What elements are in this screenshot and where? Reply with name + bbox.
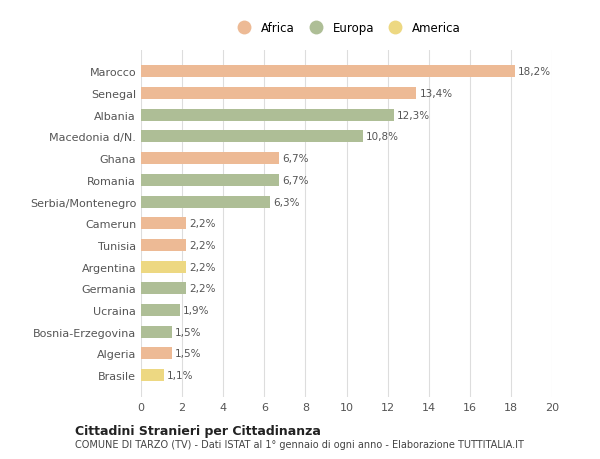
Bar bbox=[141, 348, 172, 360]
Bar bbox=[141, 369, 164, 381]
Text: 1,1%: 1,1% bbox=[167, 370, 193, 381]
Bar bbox=[141, 153, 278, 165]
Text: Cittadini Stranieri per Cittadinanza: Cittadini Stranieri per Cittadinanza bbox=[75, 424, 321, 437]
Text: 6,3%: 6,3% bbox=[274, 197, 300, 207]
Text: 2,2%: 2,2% bbox=[189, 262, 216, 272]
Bar bbox=[141, 283, 186, 295]
Bar bbox=[141, 88, 416, 100]
Bar bbox=[141, 304, 180, 316]
Bar bbox=[141, 66, 515, 78]
Text: 13,4%: 13,4% bbox=[419, 89, 452, 99]
Text: 1,5%: 1,5% bbox=[175, 327, 202, 337]
Bar bbox=[141, 131, 363, 143]
Bar bbox=[141, 110, 394, 122]
Bar bbox=[141, 240, 186, 252]
Bar bbox=[141, 261, 186, 273]
Text: 2,2%: 2,2% bbox=[189, 284, 216, 294]
Legend: Africa, Europa, America: Africa, Europa, America bbox=[229, 18, 464, 38]
Text: 18,2%: 18,2% bbox=[518, 67, 551, 77]
Bar bbox=[141, 174, 278, 186]
Bar bbox=[141, 218, 186, 230]
Bar bbox=[141, 326, 172, 338]
Text: 2,2%: 2,2% bbox=[189, 219, 216, 229]
Bar bbox=[141, 196, 271, 208]
Text: COMUNE DI TARZO (TV) - Dati ISTAT al 1° gennaio di ogni anno - Elaborazione TUTT: COMUNE DI TARZO (TV) - Dati ISTAT al 1° … bbox=[75, 440, 524, 449]
Text: 1,5%: 1,5% bbox=[175, 349, 202, 358]
Text: 1,9%: 1,9% bbox=[183, 305, 209, 315]
Text: 6,7%: 6,7% bbox=[282, 154, 308, 164]
Text: 2,2%: 2,2% bbox=[189, 241, 216, 251]
Text: 6,7%: 6,7% bbox=[282, 175, 308, 185]
Text: 10,8%: 10,8% bbox=[366, 132, 399, 142]
Text: 12,3%: 12,3% bbox=[397, 111, 430, 121]
